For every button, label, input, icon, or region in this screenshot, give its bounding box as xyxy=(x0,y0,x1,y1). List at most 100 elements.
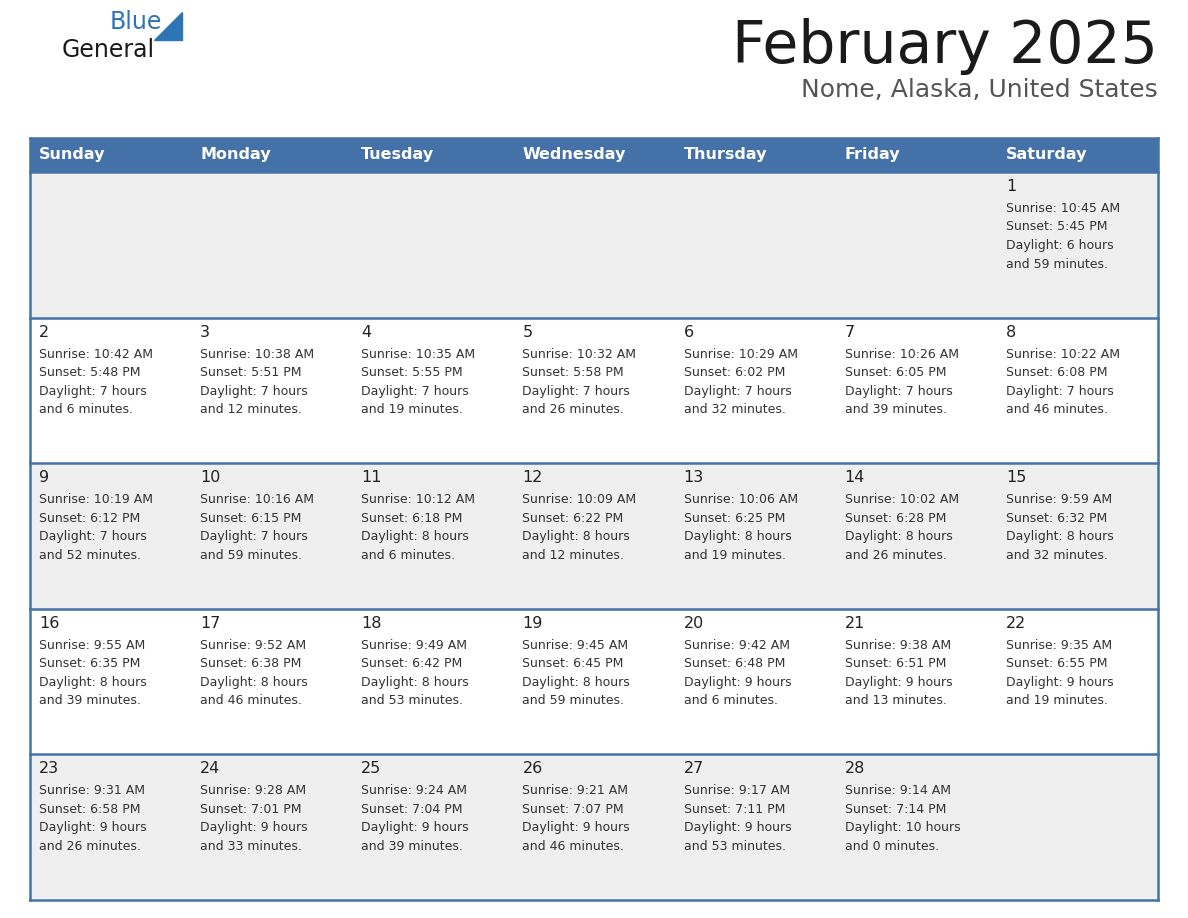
Polygon shape xyxy=(154,12,182,40)
Bar xyxy=(835,172,997,318)
Text: 22: 22 xyxy=(1006,616,1026,631)
Bar xyxy=(191,609,353,755)
Bar xyxy=(997,609,1158,755)
Text: Sunrise: 10:42 AM
Sunset: 5:48 PM
Daylight: 7 hours
and 6 minutes.: Sunrise: 10:42 AM Sunset: 5:48 PM Daylig… xyxy=(39,348,153,416)
Text: Sunrise: 10:35 AM
Sunset: 5:55 PM
Daylight: 7 hours
and 19 minutes.: Sunrise: 10:35 AM Sunset: 5:55 PM Daylig… xyxy=(361,348,475,416)
Bar xyxy=(353,318,513,464)
Text: Sunrise: 10:19 AM
Sunset: 6:12 PM
Daylight: 7 hours
and 52 minutes.: Sunrise: 10:19 AM Sunset: 6:12 PM Daylig… xyxy=(39,493,153,562)
Bar xyxy=(997,138,1158,172)
Text: Sunrise: 10:22 AM
Sunset: 6:08 PM
Daylight: 7 hours
and 46 minutes.: Sunrise: 10:22 AM Sunset: 6:08 PM Daylig… xyxy=(1006,348,1120,416)
Bar xyxy=(675,609,835,755)
Text: Sunrise: 10:45 AM
Sunset: 5:45 PM
Daylight: 6 hours
and 59 minutes.: Sunrise: 10:45 AM Sunset: 5:45 PM Daylig… xyxy=(1006,202,1120,271)
Text: Sunrise: 10:38 AM
Sunset: 5:51 PM
Daylight: 7 hours
and 12 minutes.: Sunrise: 10:38 AM Sunset: 5:51 PM Daylig… xyxy=(200,348,315,416)
Text: Sunrise: 9:14 AM
Sunset: 7:14 PM
Daylight: 10 hours
and 0 minutes.: Sunrise: 9:14 AM Sunset: 7:14 PM Dayligh… xyxy=(845,784,960,853)
Text: Sunrise: 10:06 AM
Sunset: 6:25 PM
Daylight: 8 hours
and 19 minutes.: Sunrise: 10:06 AM Sunset: 6:25 PM Daylig… xyxy=(683,493,797,562)
Bar xyxy=(675,172,835,318)
Text: Tuesday: Tuesday xyxy=(361,148,435,162)
Bar xyxy=(513,755,675,900)
Bar xyxy=(835,755,997,900)
Text: 21: 21 xyxy=(845,616,865,631)
Bar xyxy=(513,609,675,755)
Text: 19: 19 xyxy=(523,616,543,631)
Text: 9: 9 xyxy=(39,470,49,486)
Text: Sunrise: 9:21 AM
Sunset: 7:07 PM
Daylight: 9 hours
and 46 minutes.: Sunrise: 9:21 AM Sunset: 7:07 PM Dayligh… xyxy=(523,784,630,853)
Text: Sunrise: 10:29 AM
Sunset: 6:02 PM
Daylight: 7 hours
and 32 minutes.: Sunrise: 10:29 AM Sunset: 6:02 PM Daylig… xyxy=(683,348,797,416)
Text: Nome, Alaska, United States: Nome, Alaska, United States xyxy=(801,78,1158,102)
Text: Wednesday: Wednesday xyxy=(523,148,626,162)
Text: 6: 6 xyxy=(683,325,694,340)
Bar xyxy=(30,138,191,172)
Bar xyxy=(675,138,835,172)
Bar xyxy=(835,318,997,464)
Text: 27: 27 xyxy=(683,761,703,777)
Bar xyxy=(513,138,675,172)
Bar xyxy=(835,609,997,755)
Text: Thursday: Thursday xyxy=(683,148,767,162)
Bar xyxy=(191,138,353,172)
Text: Sunrise: 9:49 AM
Sunset: 6:42 PM
Daylight: 8 hours
and 53 minutes.: Sunrise: 9:49 AM Sunset: 6:42 PM Dayligh… xyxy=(361,639,469,707)
Text: Saturday: Saturday xyxy=(1006,148,1087,162)
Bar xyxy=(30,318,191,464)
Bar xyxy=(513,172,675,318)
Text: 23: 23 xyxy=(39,761,59,777)
Text: Sunrise: 9:31 AM
Sunset: 6:58 PM
Daylight: 9 hours
and 26 minutes.: Sunrise: 9:31 AM Sunset: 6:58 PM Dayligh… xyxy=(39,784,146,853)
Bar xyxy=(30,464,191,609)
Text: 13: 13 xyxy=(683,470,703,486)
Text: Sunrise: 9:45 AM
Sunset: 6:45 PM
Daylight: 8 hours
and 59 minutes.: Sunrise: 9:45 AM Sunset: 6:45 PM Dayligh… xyxy=(523,639,630,707)
Text: 2: 2 xyxy=(39,325,49,340)
Bar xyxy=(30,755,191,900)
Text: 15: 15 xyxy=(1006,470,1026,486)
Text: 5: 5 xyxy=(523,325,532,340)
Text: 8: 8 xyxy=(1006,325,1016,340)
Text: 20: 20 xyxy=(683,616,703,631)
Bar xyxy=(513,464,675,609)
Text: Sunrise: 9:55 AM
Sunset: 6:35 PM
Daylight: 8 hours
and 39 minutes.: Sunrise: 9:55 AM Sunset: 6:35 PM Dayligh… xyxy=(39,639,147,707)
Bar xyxy=(997,172,1158,318)
Text: Sunrise: 9:38 AM
Sunset: 6:51 PM
Daylight: 9 hours
and 13 minutes.: Sunrise: 9:38 AM Sunset: 6:51 PM Dayligh… xyxy=(845,639,953,707)
Text: Sunrise: 10:09 AM
Sunset: 6:22 PM
Daylight: 8 hours
and 12 minutes.: Sunrise: 10:09 AM Sunset: 6:22 PM Daylig… xyxy=(523,493,637,562)
Text: 16: 16 xyxy=(39,616,59,631)
Text: 14: 14 xyxy=(845,470,865,486)
Text: Sunrise: 10:32 AM
Sunset: 5:58 PM
Daylight: 7 hours
and 26 minutes.: Sunrise: 10:32 AM Sunset: 5:58 PM Daylig… xyxy=(523,348,637,416)
Bar xyxy=(997,755,1158,900)
Text: 25: 25 xyxy=(361,761,381,777)
Text: Sunrise: 9:42 AM
Sunset: 6:48 PM
Daylight: 9 hours
and 6 minutes.: Sunrise: 9:42 AM Sunset: 6:48 PM Dayligh… xyxy=(683,639,791,707)
Bar xyxy=(353,464,513,609)
Text: 26: 26 xyxy=(523,761,543,777)
Text: Sunday: Sunday xyxy=(39,148,106,162)
Text: Sunrise: 10:02 AM
Sunset: 6:28 PM
Daylight: 8 hours
and 26 minutes.: Sunrise: 10:02 AM Sunset: 6:28 PM Daylig… xyxy=(845,493,959,562)
Text: General: General xyxy=(62,38,156,62)
Text: 12: 12 xyxy=(523,470,543,486)
Bar xyxy=(353,172,513,318)
Bar xyxy=(191,172,353,318)
Bar xyxy=(997,318,1158,464)
Bar xyxy=(353,755,513,900)
Text: Sunrise: 9:52 AM
Sunset: 6:38 PM
Daylight: 8 hours
and 46 minutes.: Sunrise: 9:52 AM Sunset: 6:38 PM Dayligh… xyxy=(200,639,308,707)
Bar xyxy=(835,138,997,172)
Text: 24: 24 xyxy=(200,761,221,777)
Text: 1: 1 xyxy=(1006,179,1016,194)
Text: 18: 18 xyxy=(361,616,381,631)
Text: 17: 17 xyxy=(200,616,221,631)
Bar xyxy=(30,609,191,755)
Text: Sunrise: 9:35 AM
Sunset: 6:55 PM
Daylight: 9 hours
and 19 minutes.: Sunrise: 9:35 AM Sunset: 6:55 PM Dayligh… xyxy=(1006,639,1113,707)
Bar xyxy=(191,318,353,464)
Text: Sunrise: 9:28 AM
Sunset: 7:01 PM
Daylight: 9 hours
and 33 minutes.: Sunrise: 9:28 AM Sunset: 7:01 PM Dayligh… xyxy=(200,784,308,853)
Bar xyxy=(191,755,353,900)
Bar xyxy=(353,609,513,755)
Text: Blue: Blue xyxy=(110,10,163,34)
Text: Sunrise: 10:26 AM
Sunset: 6:05 PM
Daylight: 7 hours
and 39 minutes.: Sunrise: 10:26 AM Sunset: 6:05 PM Daylig… xyxy=(845,348,959,416)
Text: 3: 3 xyxy=(200,325,210,340)
Text: Sunrise: 10:12 AM
Sunset: 6:18 PM
Daylight: 8 hours
and 6 minutes.: Sunrise: 10:12 AM Sunset: 6:18 PM Daylig… xyxy=(361,493,475,562)
Bar xyxy=(353,138,513,172)
Text: 10: 10 xyxy=(200,470,221,486)
Bar xyxy=(675,318,835,464)
Text: Sunrise: 9:24 AM
Sunset: 7:04 PM
Daylight: 9 hours
and 39 minutes.: Sunrise: 9:24 AM Sunset: 7:04 PM Dayligh… xyxy=(361,784,469,853)
Text: 4: 4 xyxy=(361,325,372,340)
Text: 28: 28 xyxy=(845,761,865,777)
Text: Friday: Friday xyxy=(845,148,901,162)
Text: Monday: Monday xyxy=(200,148,271,162)
Bar xyxy=(513,318,675,464)
Text: Sunrise: 9:59 AM
Sunset: 6:32 PM
Daylight: 8 hours
and 32 minutes.: Sunrise: 9:59 AM Sunset: 6:32 PM Dayligh… xyxy=(1006,493,1113,562)
Bar xyxy=(675,464,835,609)
